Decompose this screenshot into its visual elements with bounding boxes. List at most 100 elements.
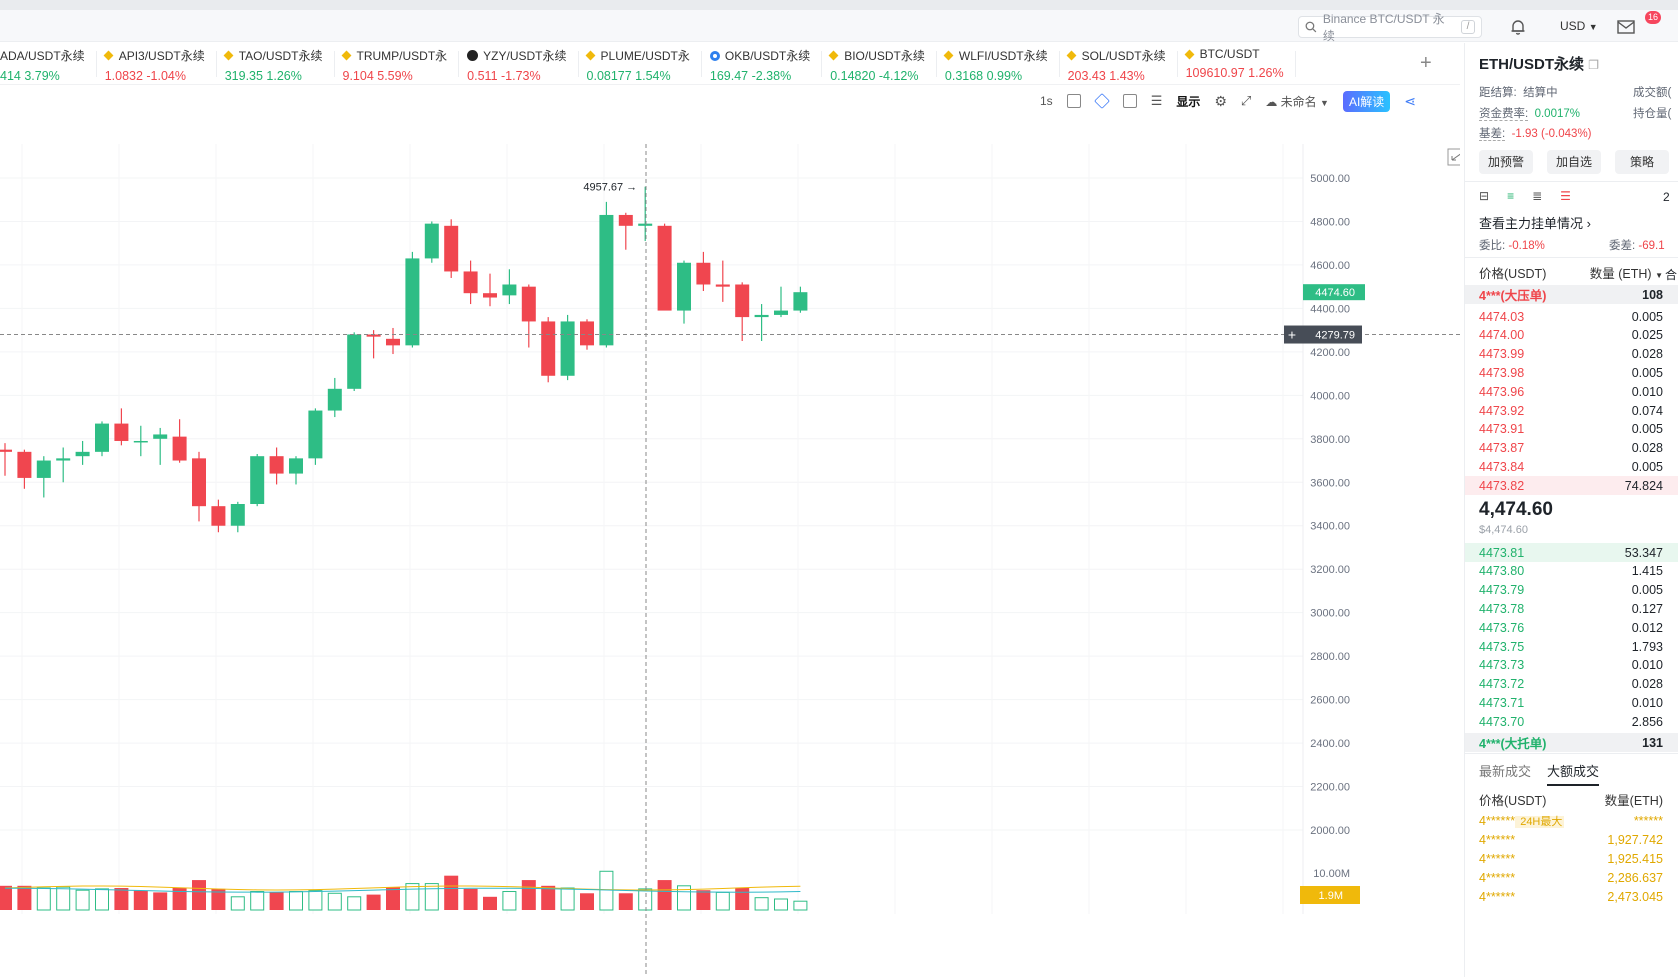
display-button[interactable]: 显示 [1176,94,1201,109]
tab-large-trades[interactable]: 大额成交 [1547,761,1600,786]
ask-row[interactable]: 4473.96 0.010 [1465,382,1678,401]
ask-qty: 0.005 [1631,422,1663,437]
volume-bar [230,896,245,911]
ticker-item[interactable]: OKB/USDT永续 169.47 -2.38% [702,43,823,84]
ask-row[interactable]: 4473.87 0.028 [1465,439,1678,458]
bid-row[interactable]: 4473.79 0.005 [1465,581,1678,600]
bid-row[interactable]: 4473.70 2.856 [1465,712,1678,731]
volume-bar [502,891,517,911]
ask-row[interactable]: 4474.03 0.005 [1465,307,1678,326]
settings-icon[interactable]: ⚙ [1214,92,1227,109]
ai-interpret-button[interactable]: AI解读 [1342,90,1391,112]
ask-row[interactable]: 4474.00 0.025 [1465,326,1678,345]
ask-row[interactable]: 4473.91 0.005 [1465,420,1678,439]
strategy-button[interactable]: 策略 [1615,150,1669,174]
bid-row[interactable]: 4473.75 1.793 [1465,637,1678,656]
ask-row[interactable]: 4473.98 0.005 [1465,363,1678,382]
search-box[interactable]: Binance BTC/USDT 永续 / [1298,12,1482,43]
main-orders-link[interactable]: 查看主力挂单情况 › [1479,213,1591,232]
candle-body [133,440,148,443]
candle-body [75,451,90,457]
expand-icon[interactable] [1447,148,1460,166]
bid-row[interactable]: 4473.71 0.010 [1465,693,1678,712]
ticker-item[interactable]: WLFI/USDT永续 0.3168 0.99% [937,43,1060,84]
pencil-icon[interactable] [1093,93,1110,109]
y-tick-label: 2000.00 [1310,825,1350,837]
volume-bar [0,885,12,910]
bid-row[interactable]: 4473.73 0.010 [1465,656,1678,675]
fullscreen-icon[interactable]: ⤢ [1240,93,1252,108]
depth-both-icon[interactable]: ⊟ [1479,189,1490,203]
ticker-item[interactable]: API3/USDT永续 1.0832 -1.04% [97,43,217,84]
depth-asks-icon[interactable]: ≣ [1532,189,1543,203]
ticker-item[interactable]: ADA/USDT永续 414 3.79% [0,43,97,84]
ticker-item[interactable]: SOL/USDT永续 203.43 1.43% [1060,43,1178,84]
big-bid-label: 4***(大托单) [1479,737,1547,751]
currency-select[interactable]: USD ▼ [1560,19,1598,33]
ticker-item[interactable]: TRUMP/USDT永 9.104 5.59% [335,43,460,84]
copy-icon[interactable]: ❐ [1588,58,1599,72]
candlestick-chart[interactable]: 10.00M 5000.00 4800.00 4600.00 4400.00 4200.… [0,144,1460,977]
col-qty-select[interactable]: 数量 (ETH) ▼ [1590,263,1663,282]
ticker-item[interactable]: BTC/USDT 109610.97 1.26% [1178,43,1296,84]
symbol-title: ETH/USDT永续 ❐ [1479,53,1599,74]
ask-row[interactable]: 4473.92 0.074 [1465,401,1678,420]
ask-row[interactable]: 4473.99 0.028 [1465,345,1678,364]
trades-col-qty: 数量(ETH) [1604,794,1663,808]
candle-body [56,458,71,461]
ticker-item[interactable]: YZY/USDT永续 0.511 -1.73% [459,43,579,84]
bid-qty: 0.010 [1631,695,1663,710]
ticker-change: 5.59% [373,69,413,83]
ticker-name: ADA/USDT永续 [0,49,85,63]
ticker-item[interactable]: PLUME/USDT永 0.08177 1.54% [579,43,703,84]
ticker-item[interactable]: BIO/USDT永续 0.14820 -4.12% [822,43,937,84]
candle-body [754,314,769,318]
volume-bar [599,870,614,911]
bid-row[interactable]: 4473.81 53.347 [1465,543,1678,562]
trades-header: 价格(USDT) 数量(ETH) [1465,790,1678,809]
dot-coin-icon [467,50,479,61]
bell-icon[interactable] [1508,17,1528,37]
ticker-name: YZY/USDT永续 [483,49,567,63]
diamond-coin-icon [223,50,234,61]
trade-price: 4****** [1479,889,1516,904]
candle-body [696,262,711,285]
volume-bar [308,890,323,911]
add-watchlist-button[interactable]: 加自选 [1547,150,1601,174]
ticker-name: TAO/USDT永续 [238,49,323,63]
volume-bar [75,889,90,911]
lines-icon[interactable]: ☰ [1150,93,1163,108]
ask-row[interactable]: 4473.82 74.824 [1465,476,1678,496]
camera-icon[interactable] [1066,94,1081,108]
candle-body [774,310,788,315]
interval-button[interactable]: 1s [1040,94,1053,108]
big-bid-row[interactable]: 4***(大托单) 131 [1465,733,1678,752]
ticker-price: 414 [0,69,21,83]
layout-name-select[interactable]: ☁ 未命名 ▼ [1265,93,1329,110]
bid-row[interactable]: 4473.80 1.415 [1465,562,1678,581]
ask-row[interactable]: 4473.84 0.005 [1465,457,1678,476]
candle-body [36,460,51,478]
main-orders-label: 查看主力挂单情况 [1479,216,1584,231]
depth-list-icon[interactable]: ☰ [1560,189,1571,203]
bid-row[interactable]: 4473.76 0.012 [1465,618,1678,637]
candle-body [347,334,362,389]
depth-bids-icon[interactable]: ≡ [1507,189,1515,203]
ask-qty: 74.824 [1624,478,1663,493]
volume-bar [114,888,129,910]
tab-latest-trades[interactable]: 最新成交 [1479,764,1532,779]
mail-icon[interactable] [1616,17,1636,37]
open-interest-label: 持仓量( [1633,108,1672,120]
share-icon[interactable]: ⋖ [1404,92,1417,109]
ticker-item[interactable]: TAO/USDT永续 319.35 1.26% [217,43,335,84]
depth-level[interactable]: 2 [1663,190,1670,204]
ticker-change: 3.79% [20,69,60,83]
candle-body [463,271,478,294]
bid-row[interactable]: 4473.72 0.028 [1465,675,1678,694]
add-tab-icon[interactable]: + [1420,52,1432,74]
big-ask-row[interactable]: 4***(大压单) 108 [1465,285,1678,304]
bid-row[interactable]: 4473.78 0.127 [1465,599,1678,618]
crop-icon[interactable] [1122,94,1137,108]
add-alert-button[interactable]: 加预警 [1479,150,1533,174]
ticker-price-row: 0.511 -1.73% [467,69,566,83]
